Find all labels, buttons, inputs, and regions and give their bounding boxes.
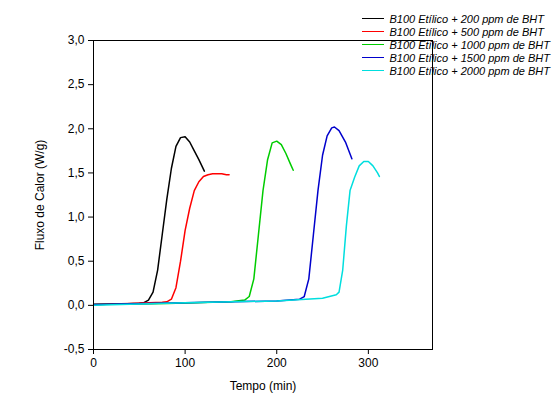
svg-text:0,0: 0,0 bbox=[68, 298, 85, 312]
html-text:B100 Etílico + 1500 ppm de BHT: B100 Etílico + 1500 ppm de BHT bbox=[389, 51, 550, 64]
svg-text:0,5: 0,5 bbox=[68, 254, 85, 268]
svg-text:3,0: 3,0 bbox=[68, 33, 85, 47]
html-text:B100 Etílico + 200 ppm de BHT: B100 Etílico + 200 ppm de BHT bbox=[389, 12, 544, 25]
svg-text:1,5: 1,5 bbox=[68, 166, 85, 180]
svg-text:300: 300 bbox=[358, 356, 378, 370]
svg-text:-0,5: -0,5 bbox=[64, 342, 85, 356]
svg-text:100: 100 bbox=[175, 356, 195, 370]
svg-text:0: 0 bbox=[90, 356, 97, 370]
svg-text:2,5: 2,5 bbox=[68, 77, 85, 91]
svg-text:2,0: 2,0 bbox=[68, 122, 85, 136]
html-text:B100 Etílico + 500 ppm de BHT: B100 Etílico + 500 ppm de BHT bbox=[389, 25, 544, 38]
svg-text:200: 200 bbox=[267, 356, 287, 370]
svg-text:1,0: 1,0 bbox=[68, 210, 85, 224]
html-text:B100 Etílico + 1000 ppm de BHT: B100 Etílico + 1000 ppm de BHT bbox=[389, 38, 550, 51]
svg-text:Fluxo de Calor (W/g): Fluxo de Calor (W/g) bbox=[33, 140, 47, 251]
svg-text:Tempo (min): Tempo (min) bbox=[230, 379, 297, 393]
html-text:B100 Etílico + 2000 ppm de BHT: B100 Etílico + 2000 ppm de BHT bbox=[389, 64, 550, 77]
